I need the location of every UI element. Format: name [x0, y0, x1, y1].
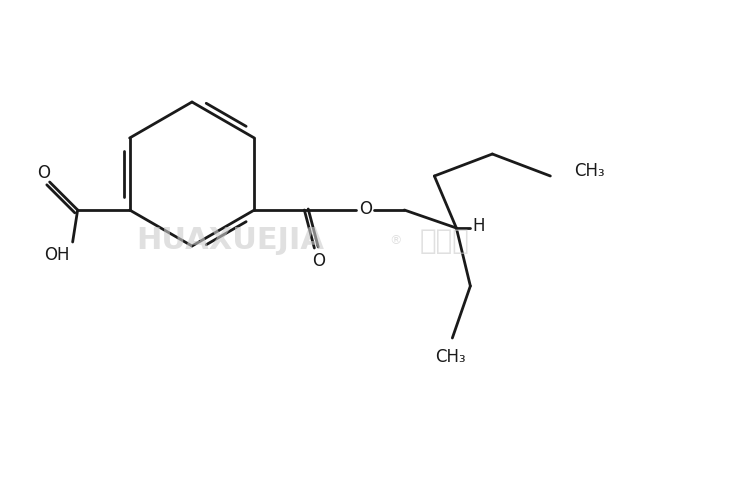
Text: O: O [312, 251, 325, 269]
Text: ®: ® [389, 234, 401, 247]
Text: CH₃: CH₃ [435, 347, 466, 365]
Text: HUAXUEJIA: HUAXUEJIA [136, 226, 324, 255]
Text: H: H [472, 217, 485, 235]
Text: O: O [359, 200, 372, 218]
Text: CH₃: CH₃ [575, 162, 605, 180]
Text: O: O [37, 163, 50, 182]
Text: 化学加: 化学加 [420, 226, 470, 254]
Text: OH: OH [44, 245, 69, 264]
